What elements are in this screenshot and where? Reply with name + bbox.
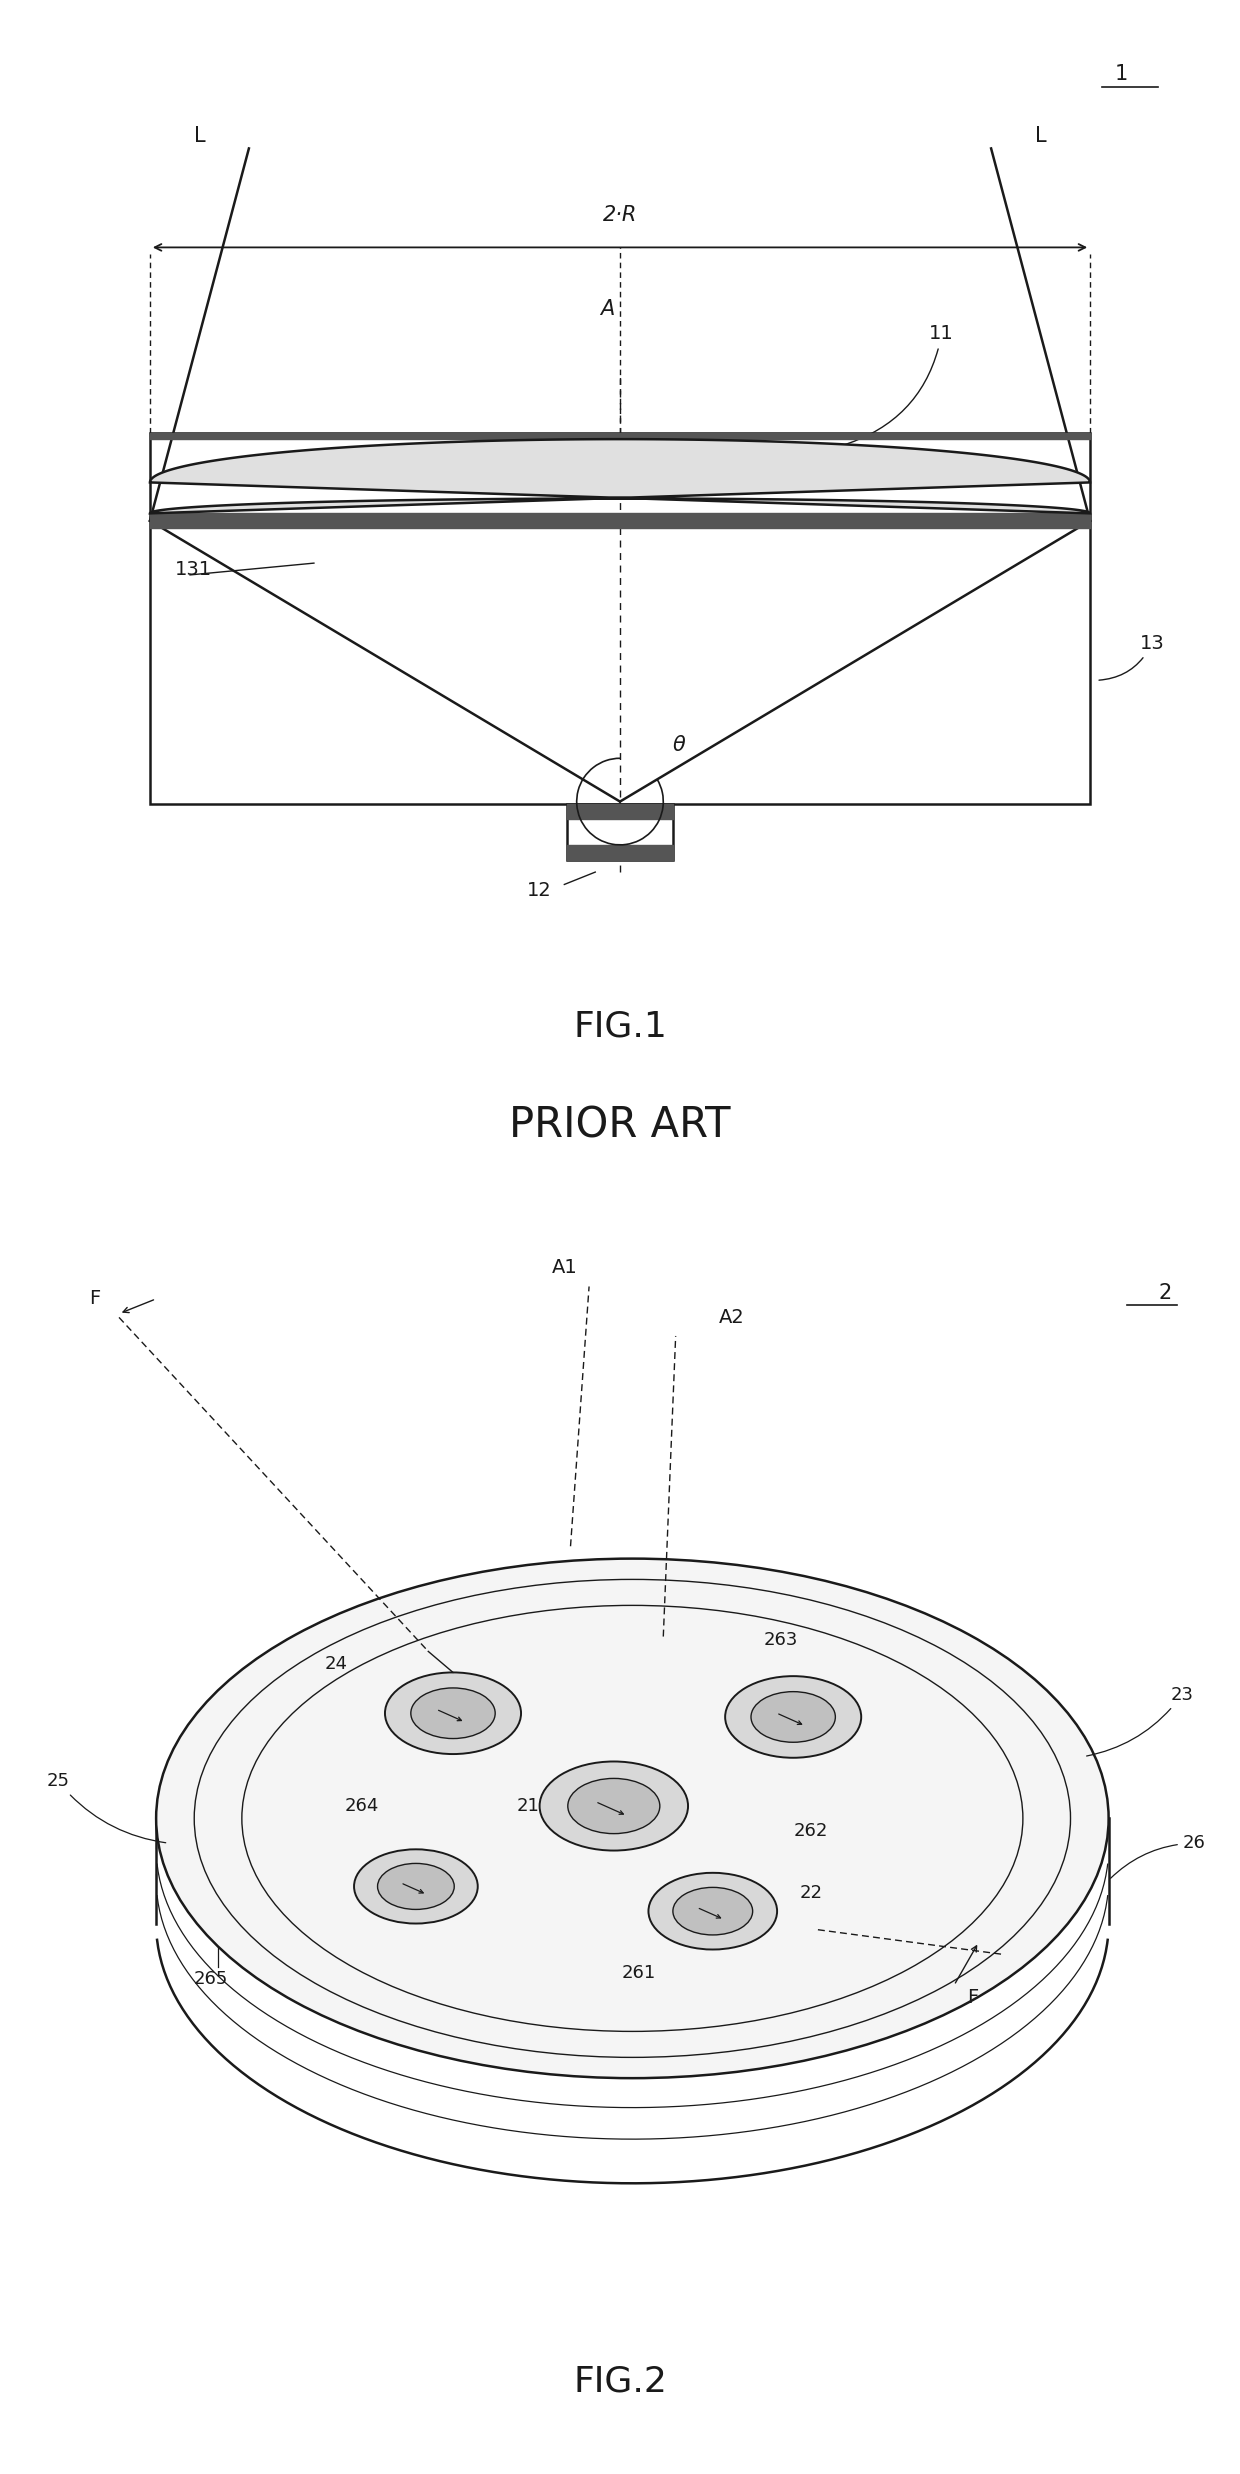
Text: F: F: [967, 1989, 978, 2006]
Text: L: L: [1034, 126, 1047, 146]
Text: 22: 22: [800, 1883, 822, 1903]
Text: 13: 13: [1099, 633, 1164, 680]
Text: 262: 262: [794, 1821, 827, 1841]
Text: 1: 1: [1115, 64, 1128, 84]
Text: A2: A2: [719, 1309, 745, 1326]
Text: L: L: [193, 126, 206, 146]
Text: 24: 24: [325, 1655, 348, 1672]
Ellipse shape: [384, 1672, 521, 1754]
Ellipse shape: [355, 1851, 477, 1925]
Text: 21: 21: [517, 1796, 539, 1816]
Ellipse shape: [539, 1761, 688, 1851]
Text: FIG.1: FIG.1: [573, 1009, 667, 1044]
Text: 2·R: 2·R: [603, 205, 637, 225]
Polygon shape: [150, 440, 1090, 515]
Text: 264: 264: [345, 1796, 378, 1816]
Text: FIG.2: FIG.2: [573, 2365, 667, 2397]
Text: 261: 261: [621, 1964, 656, 1982]
Ellipse shape: [377, 1863, 454, 1910]
Text: 11: 11: [846, 324, 954, 445]
Ellipse shape: [156, 1559, 1109, 2078]
Text: A: A: [600, 299, 615, 319]
Ellipse shape: [568, 1779, 660, 1833]
Text: 23: 23: [1086, 1685, 1193, 1757]
Ellipse shape: [751, 1692, 836, 1742]
Text: $\theta$: $\theta$: [672, 735, 686, 755]
Ellipse shape: [649, 1873, 777, 1950]
Text: 12: 12: [527, 881, 552, 901]
Text: 26: 26: [1111, 1833, 1205, 1878]
Text: A1: A1: [552, 1259, 577, 1277]
Text: 263: 263: [764, 1630, 799, 1648]
Ellipse shape: [725, 1677, 862, 1757]
Ellipse shape: [673, 1888, 753, 1935]
Ellipse shape: [410, 1687, 495, 1739]
Bar: [568, 804, 672, 861]
Text: F: F: [88, 1289, 100, 1309]
Text: 2: 2: [1158, 1282, 1172, 1304]
Bar: [150, 433, 1090, 804]
Text: 25: 25: [47, 1771, 166, 1843]
Text: PRIOR ART: PRIOR ART: [510, 1106, 730, 1145]
Text: 131: 131: [175, 559, 212, 579]
Text: 265: 265: [193, 1969, 228, 1989]
